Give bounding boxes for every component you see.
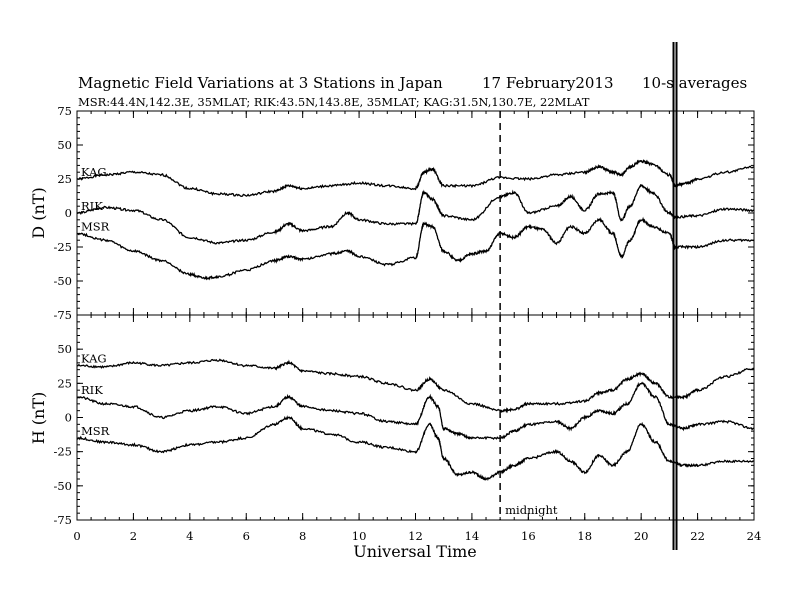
d-axis-label: D (nT) <box>29 187 48 238</box>
y-tick-label: 50 <box>57 342 72 356</box>
series-line-h-rik <box>76 381 755 441</box>
x-tick-label: 6 <box>243 529 250 543</box>
y-tick-label: -75 <box>53 513 72 527</box>
x-axis-label: Universal Time <box>353 542 476 561</box>
x-tick-label: 4 <box>186 529 193 543</box>
d-panel-frame <box>76 110 755 316</box>
series-line-d-rik <box>76 184 754 245</box>
series-label-h-kag: KAG <box>81 352 107 366</box>
y-tick-label: -50 <box>53 274 72 288</box>
midnight-label: midnight <box>505 503 558 517</box>
x-tick-label: 24 <box>747 529 762 543</box>
h-panel-frame <box>76 314 755 521</box>
y-tick-label: 25 <box>57 172 72 186</box>
y-tick-label: 25 <box>57 376 72 390</box>
series-label-h-msr: MSR <box>81 424 110 438</box>
y-tick-label: -25 <box>53 445 72 459</box>
x-tick-label: 0 <box>73 529 80 543</box>
h-axis-label: H (nT) <box>29 392 48 445</box>
x-tick-label: 22 <box>690 529 705 543</box>
x-tick-label: 12 <box>408 529 423 543</box>
chart-title: Magnetic Field Variations at 3 Stations … <box>78 74 443 92</box>
series-lines: KAG RIK MSR KAG RIK MSR <box>76 159 755 481</box>
series-line-d-kag <box>76 159 755 197</box>
y-tick-label: 75 <box>57 104 72 118</box>
annotations: midnight <box>499 42 678 550</box>
y-tick-label: 0 <box>65 411 72 425</box>
x-tick-label: 20 <box>634 529 649 543</box>
series-line-d-msr <box>77 216 755 281</box>
station-info: MSR:44.4N,142.3E, 35MLAT; RIK:43.5N,143.… <box>78 95 590 109</box>
y-tick-label: -25 <box>53 240 72 254</box>
y-tick-label: -75 <box>53 308 72 322</box>
chart-date: 17 February2013 <box>482 74 614 92</box>
x-tick-label: 16 <box>521 529 536 543</box>
y-tick-label: -50 <box>53 479 72 493</box>
series-label-d-kag: KAG <box>81 165 107 179</box>
series-label-d-msr: MSR <box>81 219 110 233</box>
x-tick-label: 18 <box>577 529 592 543</box>
x-tick-label: 8 <box>299 529 306 543</box>
series-label-h-rik: RIK <box>81 383 103 397</box>
y-tick-label: 50 <box>57 138 72 152</box>
series-line-h-msr <box>76 415 755 481</box>
y-tick-label: 0 <box>65 206 72 220</box>
x-tick-label: 10 <box>352 529 367 543</box>
chart-averages: 10-s averages <box>642 74 747 92</box>
x-tick-label: 14 <box>465 529 480 543</box>
series-line-h-kag <box>76 358 755 414</box>
series-label-d-rik: RIK <box>81 199 103 213</box>
x-tick-label: 2 <box>130 529 137 543</box>
